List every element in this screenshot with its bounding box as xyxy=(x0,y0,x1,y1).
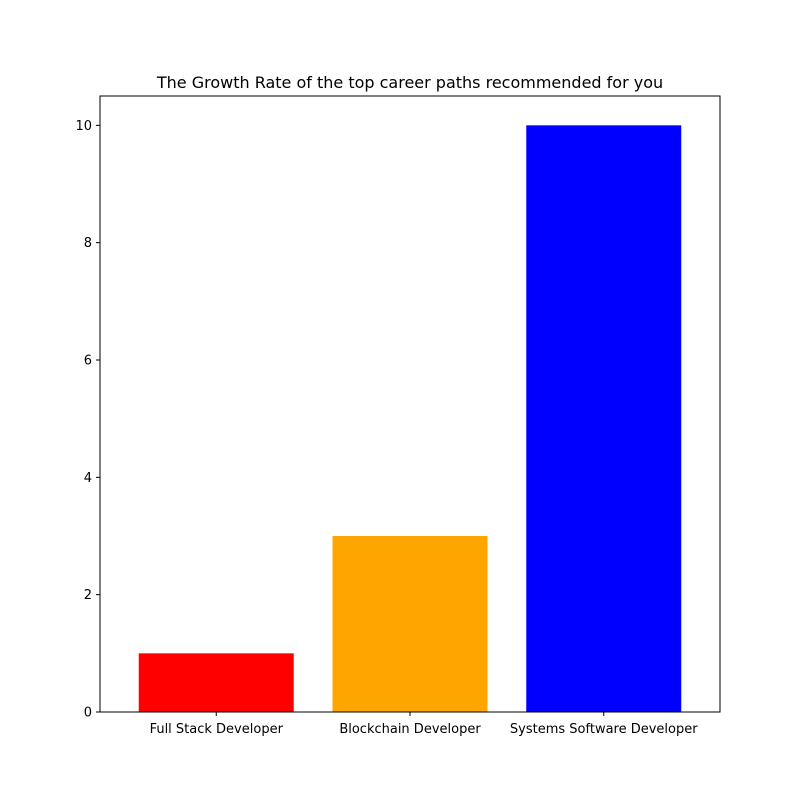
plot-area-frame xyxy=(99,95,721,713)
bar-full-stack-developer xyxy=(138,653,294,712)
bar-systems-software-developer xyxy=(526,125,682,713)
bars-layer xyxy=(138,125,682,713)
chart-title: The Growth Rate of the top career paths … xyxy=(156,73,663,92)
y-tick-label: 10 xyxy=(75,119,92,134)
y-tick-label: 8 xyxy=(84,236,92,251)
x-tick-label: Systems Software Developer xyxy=(510,722,698,737)
y-tick-label: 4 xyxy=(84,471,92,486)
y-tick-label: 6 xyxy=(84,354,92,369)
bar-blockchain-developer xyxy=(332,536,488,712)
x-tick-label: Blockchain Developer xyxy=(339,722,481,737)
x-tick-label: Full Stack Developer xyxy=(150,722,284,737)
y-axis-ticks: 0 2 4 6 8 10 xyxy=(75,119,100,721)
x-axis-ticks: Full Stack Developer Blockchain Developer… xyxy=(150,712,698,737)
y-tick-label: 2 xyxy=(84,588,92,603)
y-tick-label: 0 xyxy=(84,706,92,721)
